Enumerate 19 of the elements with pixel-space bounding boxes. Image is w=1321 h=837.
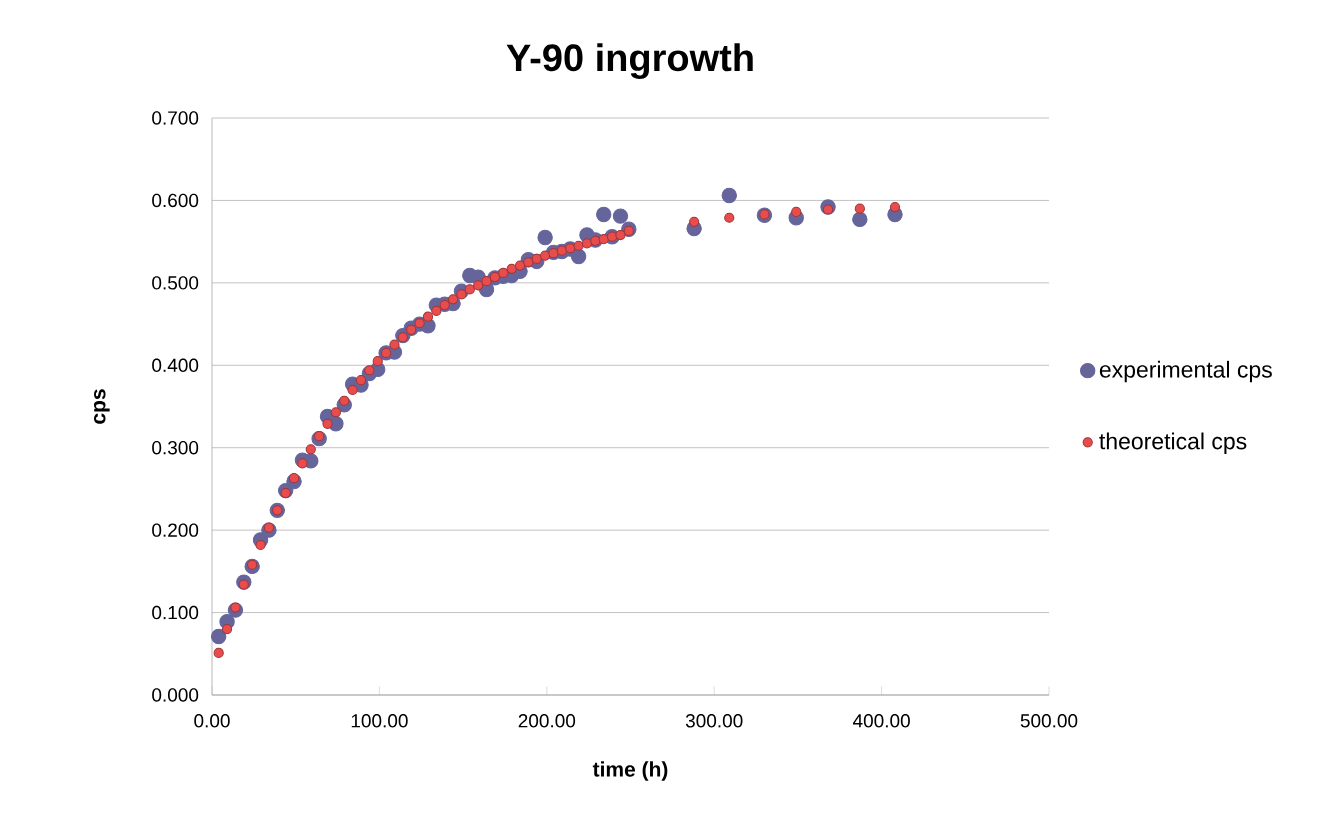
legend-label: theoretical cps bbox=[1099, 432, 1247, 454]
x-tick-label: 500.00 bbox=[1020, 714, 1078, 728]
y-tick-label: 0.500 bbox=[152, 276, 199, 290]
y-tick-label: 0.300 bbox=[152, 440, 199, 455]
x-tick-label: 0.00 bbox=[194, 714, 230, 728]
y-tick-label: 0.400 bbox=[152, 358, 199, 373]
y-tick-label: 0.200 bbox=[152, 523, 199, 537]
y-tick-label: 0.000 bbox=[152, 688, 199, 702]
y-tick-label: 0.700 bbox=[152, 111, 199, 125]
y-axis-title: cps bbox=[93, 389, 110, 424]
legend-label: experimental cps bbox=[1099, 360, 1272, 383]
chart-title: Y-90 ingrowth bbox=[506, 43, 753, 79]
y-tick-label: 0.600 bbox=[152, 193, 199, 208]
y-tick-label: 0.100 bbox=[152, 605, 199, 620]
x-tick-label: 100.00 bbox=[351, 714, 408, 728]
x-tick-label: 300.00 bbox=[685, 714, 743, 728]
x-tick-label: 200.00 bbox=[518, 714, 576, 728]
x-axis-title: time (h) bbox=[592, 761, 668, 781]
x-tick-label: 400.00 bbox=[852, 714, 910, 728]
